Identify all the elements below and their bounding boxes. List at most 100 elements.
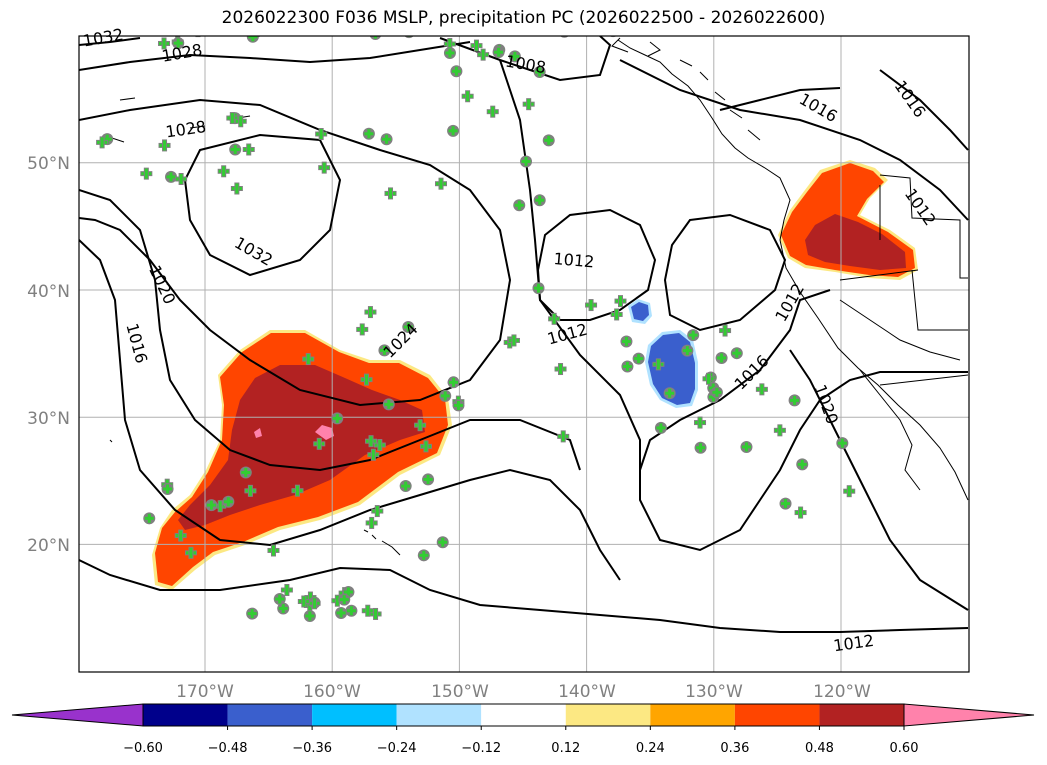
station-marker: [244, 484, 257, 497]
station-marker: [166, 172, 176, 182]
station-marker: [682, 346, 692, 356]
station-marker: [364, 306, 377, 319]
station-marker: [278, 603, 288, 613]
precipitation-shading-west-coast: [778, 160, 918, 280]
station-marker: [373, 36, 377, 39]
station-marker: [339, 595, 349, 605]
station-marker: [486, 105, 499, 118]
station-marker: [458, 23, 467, 32]
station-marker: [173, 38, 183, 48]
station-marker: [291, 484, 304, 497]
station-marker: [414, 419, 427, 432]
isobar-label: 1012: [832, 631, 875, 655]
station-marker: [494, 47, 504, 57]
station-marker: [790, 395, 800, 405]
station-marker: [158, 37, 171, 50]
lon-label: 120°W: [813, 682, 871, 702]
station-marker: [242, 143, 255, 156]
colorbar: [11, 703, 1035, 727]
station-marker: [419, 440, 432, 453]
colorbar-segment: [481, 704, 566, 726]
colorbar-segment: [312, 704, 397, 726]
colorbar-segment: [396, 704, 482, 726]
isobar-label: 1024: [379, 319, 421, 361]
station-marker: [407, 36, 411, 37]
station-marker: [371, 505, 384, 518]
station-marker: [384, 187, 397, 200]
station-marker: [356, 323, 369, 336]
station-marker: [614, 295, 627, 308]
station-marker: [297, 595, 310, 608]
lat-label: 40°N: [27, 282, 70, 302]
colorbar-segment: [143, 704, 228, 726]
station-marker: [448, 126, 458, 136]
station-marker: [373, 439, 386, 452]
station-marker: [521, 156, 531, 166]
station-marker: [397, 22, 409, 34]
station-marker: [223, 497, 233, 507]
station-marker: [634, 354, 644, 364]
station-marker: [313, 437, 326, 450]
station-marker: [609, 27, 618, 36]
station-marker: [732, 348, 742, 358]
station-marker: [688, 330, 698, 340]
station-marker: [230, 182, 243, 195]
station-marker: [184, 546, 197, 559]
map-title: 2026022300 F036 MSLP, precipitation PC (…: [221, 8, 826, 28]
station-marker: [548, 312, 561, 325]
colorbar-segment: [565, 704, 651, 726]
station-marker: [346, 606, 356, 616]
station-marker: [336, 608, 346, 618]
station-marker: [712, 387, 722, 397]
station-marker: [332, 22, 343, 33]
station-marker: [794, 506, 807, 519]
station-marker: [230, 145, 240, 155]
station-marker: [781, 499, 791, 509]
station-marker: [379, 345, 389, 355]
station-marker: [554, 363, 567, 376]
colorbar-tick-label: 0.24: [636, 741, 665, 756]
station-marker: [843, 485, 856, 498]
station-marker: [267, 544, 280, 557]
colorbar-segment: [734, 704, 820, 726]
station-marker: [665, 388, 675, 398]
station-marker: [535, 195, 545, 205]
station-marker: [302, 353, 315, 366]
station-marker: [241, 467, 251, 477]
station-marker: [470, 39, 483, 52]
station-marker: [365, 435, 378, 448]
station-marker: [364, 129, 374, 139]
station-marker: [514, 200, 524, 210]
precipitation-shading-central-pacific: [152, 330, 452, 590]
station-marker: [477, 48, 490, 61]
station-marker: [585, 299, 598, 312]
station-marker: [361, 604, 374, 617]
colorbar-tick-label: 0.12: [551, 741, 580, 756]
lon-label: 170°W: [176, 682, 234, 702]
station-marker: [506, 24, 515, 33]
station-marker: [451, 66, 461, 76]
station-marker: [275, 594, 285, 604]
station-marker: [449, 19, 458, 28]
isobar-contours: [79, 36, 969, 633]
lat-label: 50°N: [27, 154, 70, 174]
station-marker: [696, 443, 706, 453]
station-marker: [622, 361, 632, 371]
station-marker: [773, 424, 786, 437]
station-marker: [195, 36, 201, 38]
isobar-label: 1012: [901, 185, 940, 229]
station-marker: [254, 36, 260, 38]
station-marker: [694, 416, 707, 429]
station-marker: [247, 609, 257, 619]
colorbar-extend-high: [903, 703, 1035, 727]
station-marker: [206, 500, 216, 510]
station-marker: [158, 139, 171, 152]
station-marker: [435, 177, 448, 190]
station-marker: [837, 438, 847, 448]
station-marker: [533, 283, 543, 293]
station-marker: [445, 48, 455, 58]
isobar-label: 1028: [164, 117, 207, 141]
station-marker: [401, 481, 411, 491]
station-marker: [449, 377, 459, 387]
lat-label: 20°N: [27, 536, 70, 556]
